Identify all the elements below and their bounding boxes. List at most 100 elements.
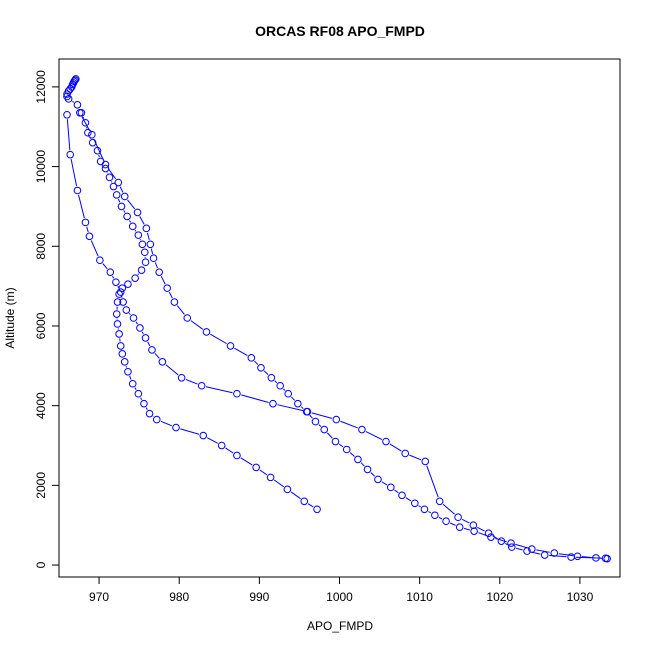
data-point [487,533,495,541]
plot-frame [58,58,621,578]
series-line-segment [117,198,121,203]
data-point [81,118,90,127]
series-line-segment [165,364,179,376]
y-tick-label: 0 [34,561,48,568]
data-point [183,314,192,322]
series-line-segment [145,407,148,410]
series-line-segment [70,158,78,187]
data-point [120,358,129,366]
data-point [266,473,275,482]
series-line-segment [129,375,132,380]
data-point [592,554,600,562]
data-point [140,399,148,408]
series-line-segment [409,454,422,461]
series-line-segment [139,216,145,225]
series-line-segment [98,154,100,158]
data-point [177,373,186,382]
series-line-segment [176,305,185,315]
data-point [64,95,73,103]
data-point [358,425,366,434]
series-line-segment [119,186,124,193]
series-line-segment [154,352,160,359]
series-line-segment [140,397,143,400]
series-line-segment [428,511,432,514]
series-line-segment [93,138,105,161]
data-point [199,431,208,440]
series-line-segment [240,457,253,466]
x-tick-label: 980 [169,590,189,604]
x-tick-label: 990 [249,590,269,604]
series-line-segment [168,291,173,299]
series-line-segment [311,412,333,419]
series-line-segment [72,100,74,103]
series-line-segment [461,518,470,524]
series-line-segment [160,420,173,427]
series-line-segment [394,489,399,494]
data-point [123,212,131,221]
y-tick-label: 6000 [34,312,48,339]
series-line-segment [123,210,126,213]
data-point [300,497,309,506]
data-point [115,290,123,298]
series-1 [63,75,321,514]
series-line-segment [300,406,304,409]
data-point [118,350,127,358]
data-point [138,240,147,249]
data-point [145,409,154,418]
series-line-segment [309,414,313,419]
data-point [128,222,137,231]
series-line-segment [206,437,218,444]
series-line-segment [478,532,487,537]
data-point [508,543,516,551]
data-point [120,192,129,201]
series-line-segment [160,275,166,285]
series-line-segment [274,380,278,384]
data-point [116,342,125,350]
data-point [252,463,260,472]
data-point [507,539,515,547]
series-line-segment [365,431,383,440]
data-point [354,455,362,464]
data-point [170,298,179,306]
series-line-segment [102,263,108,270]
x-tick-label: 1020 [486,590,513,604]
data-point [332,415,341,424]
data-point [442,517,450,526]
data-point [528,545,536,553]
x-tick-label: 1000 [326,590,353,604]
data-point [85,232,94,241]
data-point [313,505,321,514]
series-line-segment [81,116,91,132]
data-point [294,399,302,408]
series-line-segment [536,549,550,553]
data-point [267,373,276,382]
data-point [101,160,110,169]
series-line-segment [360,462,365,467]
data-point [141,334,150,342]
series-line-segment [254,360,259,365]
series-line-segment [205,386,233,394]
data-point [163,284,171,292]
series-line-segment [190,320,204,330]
data-point [320,425,329,434]
data-point [269,399,277,408]
data-point [112,310,121,318]
series-line-segment [405,497,412,502]
series-line-segment [141,331,144,335]
data-point [435,497,444,506]
series-line-segment [112,275,115,279]
data-point [73,186,82,195]
data-point [73,101,82,109]
series-line-segment [150,248,154,254]
series-line-segment [82,116,85,119]
series-line-segment [438,516,443,520]
series-line-segment [117,285,120,289]
data-point [152,415,161,424]
series-line-segment [492,535,498,540]
series-line-segment [147,341,151,347]
data-point [84,128,92,137]
series-line-segment [127,199,136,210]
data-point [386,483,395,492]
x-tick-label: 1030 [567,590,594,604]
